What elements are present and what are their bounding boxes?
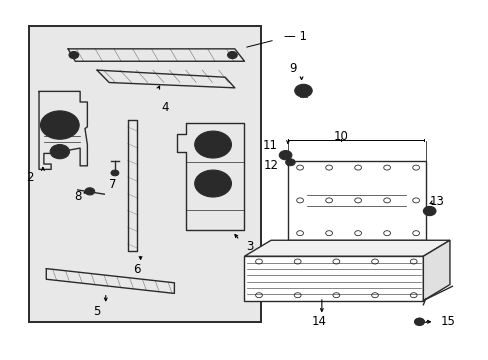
Circle shape	[69, 51, 79, 59]
Circle shape	[298, 87, 308, 94]
Text: 10: 10	[333, 130, 348, 143]
Circle shape	[201, 175, 224, 192]
Circle shape	[414, 318, 424, 325]
Text: 15: 15	[439, 315, 454, 328]
Text: 4: 4	[161, 101, 168, 114]
Text: 5: 5	[93, 305, 101, 318]
Circle shape	[294, 84, 311, 97]
Text: — 1: — 1	[284, 30, 306, 43]
Text: 14: 14	[311, 315, 326, 328]
Circle shape	[201, 136, 224, 153]
Text: 12: 12	[263, 159, 278, 172]
Text: 7: 7	[109, 178, 117, 191]
Circle shape	[194, 170, 231, 197]
Circle shape	[41, 111, 79, 139]
Text: 2: 2	[26, 171, 34, 184]
Text: 8: 8	[74, 190, 81, 203]
Text: 6: 6	[133, 263, 141, 276]
Polygon shape	[423, 240, 449, 301]
Bar	[29, 26, 261, 322]
Circle shape	[416, 320, 421, 324]
Circle shape	[414, 318, 424, 325]
Text: 9: 9	[288, 62, 296, 75]
Circle shape	[285, 159, 295, 166]
Bar	[244, 256, 423, 301]
Circle shape	[111, 170, 119, 176]
Circle shape	[426, 208, 432, 213]
Bar	[287, 161, 425, 240]
Circle shape	[279, 150, 291, 160]
Text: 11: 11	[262, 139, 277, 152]
Polygon shape	[244, 240, 449, 256]
Circle shape	[282, 153, 288, 158]
Circle shape	[46, 115, 73, 135]
Circle shape	[50, 145, 69, 159]
Text: 13: 13	[428, 195, 443, 208]
Circle shape	[423, 206, 435, 216]
Text: 3: 3	[245, 240, 253, 253]
Circle shape	[85, 188, 95, 195]
Circle shape	[416, 320, 421, 324]
Circle shape	[227, 51, 237, 59]
Circle shape	[194, 131, 231, 158]
